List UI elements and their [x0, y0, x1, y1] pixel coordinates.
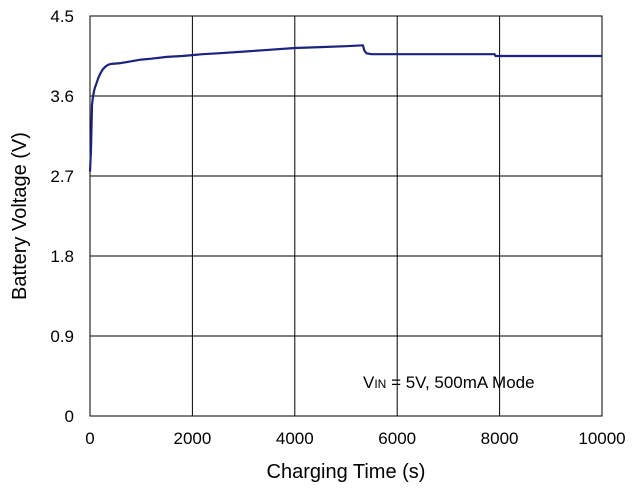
- y-tick-label: 0.9: [50, 327, 74, 346]
- x-tick-label: 8000: [481, 429, 519, 448]
- x-tick-labels: 0 2000 4000 6000 8000 10000: [85, 429, 625, 448]
- x-tick-label: 2000: [173, 429, 211, 448]
- y-tick-label: 2.7: [50, 167, 74, 186]
- y-tick-label: 4.5: [50, 7, 74, 26]
- x-axis-label: Charging Time (s): [267, 461, 426, 483]
- x-tick-label: 4000: [276, 429, 314, 448]
- grid: [89, 15, 603, 417]
- plot-frame: [89, 15, 603, 417]
- y-tick-label: 1.8: [50, 247, 74, 266]
- y-tick-labels: 0 0.9 1.8 2.7 3.6 4.5: [50, 7, 74, 426]
- voltage-series-line: [88, 44, 602, 172]
- x-tick-label: 10000: [578, 429, 625, 448]
- x-tick-label: 6000: [378, 429, 416, 448]
- mode-annotation: VIN = 5V, 500mA Mode: [363, 373, 535, 392]
- y-axis-label: Battery Voltage (V): [9, 132, 31, 300]
- y-tick-label: 3.6: [50, 87, 74, 106]
- x-tick-label: 0: [85, 429, 94, 448]
- y-tick-label: 0: [65, 407, 74, 426]
